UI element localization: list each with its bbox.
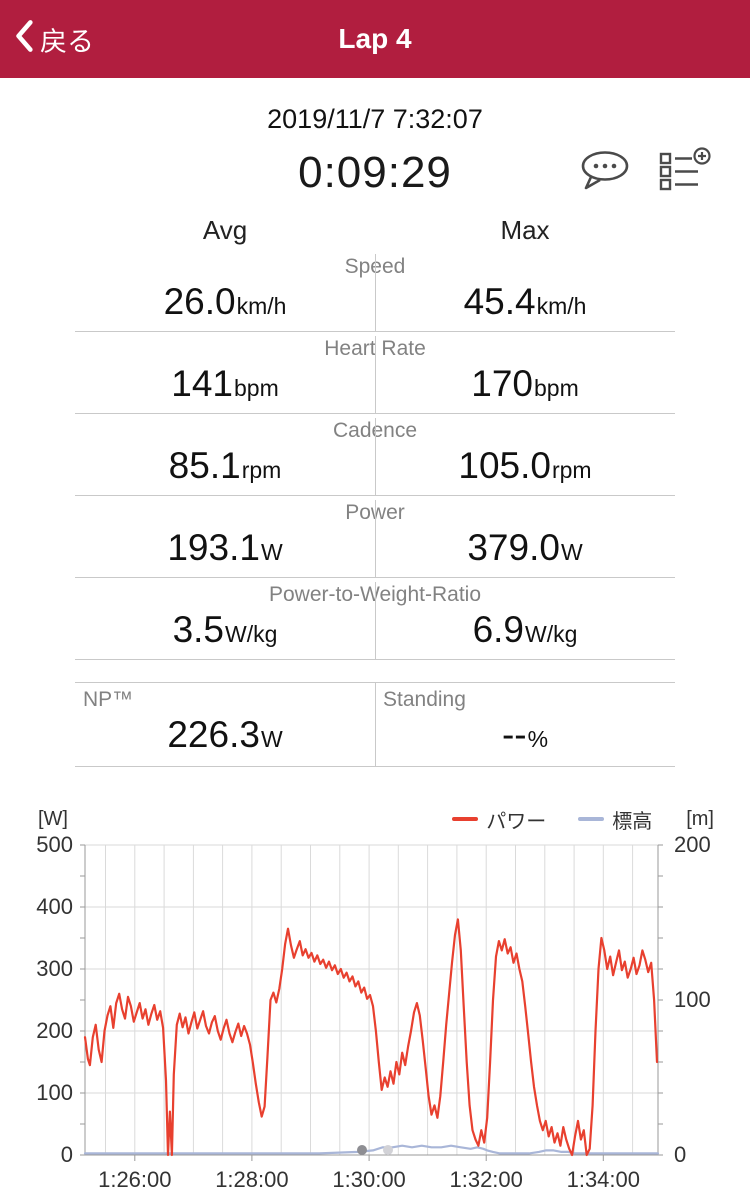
duration-row: 0:09:29 [0,141,750,205]
column-header-avg: Avg [202,215,248,245]
svg-text:1:28:00: 1:28:00 [215,1167,288,1192]
metric-row-heart-rate: Heart Rate 141bpm 170bpm [75,332,675,414]
metric-label: Speed [344,255,406,278]
max-unit: rpm [551,457,592,483]
avg-value: 85.1 [168,445,241,486]
page-dot-1[interactable] [357,1145,367,1155]
back-label: 戻る [40,26,94,57]
metric-row-cadence: Cadence 85.1rpm 105.0rpm [75,414,675,496]
svg-text:0: 0 [61,1142,73,1167]
page-dot-2[interactable] [383,1145,393,1155]
nav-bar: 戻る Lap 4 [0,0,750,78]
svg-text:100: 100 [674,987,711,1012]
max-value: 379.0 [467,527,560,568]
max-value: 170 [471,363,533,404]
page-indicator [0,1145,750,1155]
elevation-legend-label: 標高 [612,810,653,833]
svg-text:500: 500 [36,833,73,857]
column-header-max: Max [500,215,550,245]
standing-cell: Standing --% [375,687,675,756]
metric-row-power: Power 193.1W 379.0W [75,496,675,578]
np-unit: W [260,726,283,752]
max-unit: km/h [536,293,587,319]
chart-legend: [W] パワー 標高 [m] [0,805,750,833]
standing-unit: % [527,726,549,752]
lap-duration: 0:09:29 [298,148,452,197]
legend-item-power: パワー [452,805,546,834]
metrics-table: Speed 26.0km/h 45.4km/h Heart Rate 141bp… [75,250,675,660]
avg-unit: rpm [241,457,282,483]
legend-item-elevation: 標高 [578,805,652,834]
svg-text:1:34:00: 1:34:00 [567,1167,640,1192]
svg-text:200: 200 [36,1018,73,1043]
avg-unit: km/h [236,293,287,319]
column-headers: Avg Max [75,215,675,246]
max-unit: bpm [533,375,579,401]
svg-text:1:32:00: 1:32:00 [449,1167,522,1192]
max-value: 45.4 [463,281,536,322]
back-button[interactable]: 戻る [14,19,94,60]
metric-row-speed: Speed 26.0km/h 45.4km/h [75,250,675,332]
svg-text:100: 100 [36,1080,73,1105]
lap-datetime: 2019/11/7 7:32:07 [267,104,483,134]
svg-text:400: 400 [36,894,73,919]
standing-value: -- [501,714,527,755]
np-cell: NP™ 226.3W [75,687,375,756]
left-axis-unit: [W] [38,807,68,830]
np-value: 226.3 [167,714,260,755]
avg-unit: W [260,539,283,565]
avg-value: 26.0 [163,281,236,322]
max-value: 6.9 [472,609,525,650]
standing-label: Standing [383,688,466,711]
metric-row-power-to-weight: Power-to-Weight-Ratio 3.5W/kg 6.9W/kg [75,578,675,660]
metric-label: Heart Rate [324,337,426,360]
elevation-legend-swatch [578,817,605,821]
avg-unit: W/kg [225,621,278,647]
np-label: NP™ [83,688,134,711]
avg-value: 141 [171,363,233,404]
chart-plot: 0 100 200 300 400 500 0 100 200 1:26:00 1:28:00 1:3… [36,832,711,1192]
power-legend-label: パワー [486,810,547,833]
back-chevron-icon [14,19,34,60]
svg-text:1:30:00: 1:30:00 [332,1167,405,1192]
svg-text:300: 300 [36,956,73,981]
avg-value: 3.5 [172,609,225,650]
np-standing-row: NP™ 226.3W Standing --% [75,682,675,767]
avg-unit: bpm [233,375,279,401]
metric-label: Power [345,501,405,524]
power-legend-swatch [452,817,479,821]
right-axis-unit: [m] [686,807,714,830]
page-title: Lap 4 [338,23,412,54]
metric-label: Power-to-Weight-Ratio [268,583,482,606]
comment-icon[interactable] [578,148,632,197]
power-elevation-chart: [W] パワー 標高 [m] 0 100 200 300 400 500 0 100 200 1:… [0,805,750,1200]
metric-label: Cadence [332,419,418,442]
max-value: 105.0 [458,445,551,486]
avg-value: 193.1 [167,527,260,568]
svg-text:1:26:00: 1:26:00 [98,1167,171,1192]
max-unit: W/kg [525,621,578,647]
max-unit: W [560,539,583,565]
svg-text:0: 0 [674,1142,686,1167]
add-lap-list-icon[interactable] [658,147,712,198]
svg-text:200: 200 [674,833,711,857]
